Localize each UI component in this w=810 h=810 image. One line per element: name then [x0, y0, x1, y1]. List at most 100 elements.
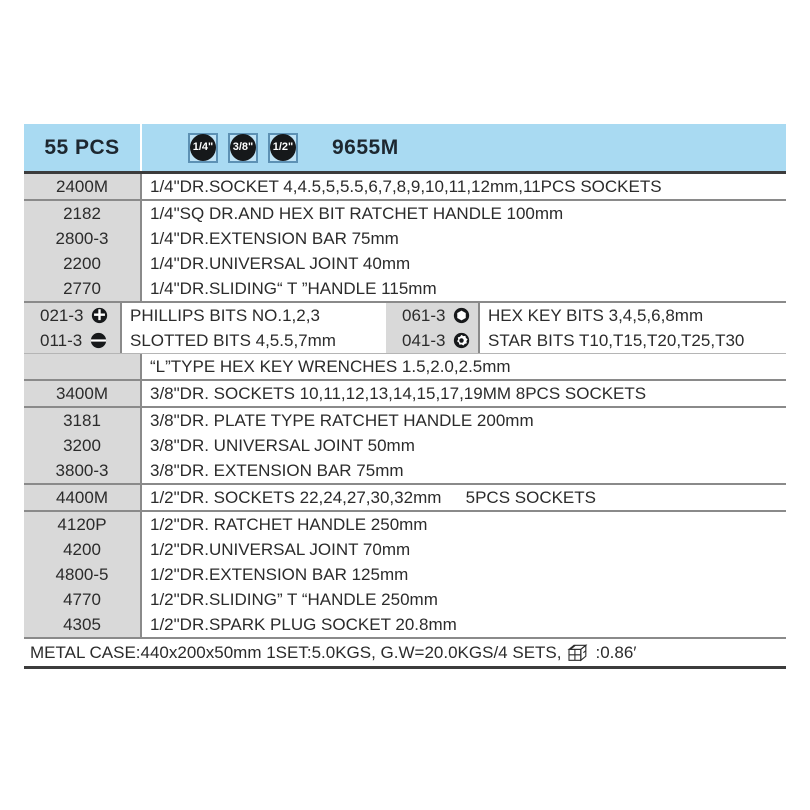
- carton-box-icon: [567, 643, 591, 663]
- rule-under-header: [24, 171, 786, 174]
- row-desc: 1/2"DR.SLIDING” T “HANDLE 250mm: [142, 587, 786, 612]
- column-divider: [140, 587, 142, 612]
- row-code: 2770: [24, 276, 140, 301]
- row-desc: HEX KEY BITS 3,4,5,6,8mm: [480, 303, 786, 328]
- row-code: 4800-5: [24, 562, 140, 587]
- row-code: 4305: [24, 612, 140, 637]
- row-code: [24, 354, 140, 379]
- phillips-bit-icon: [91, 307, 108, 324]
- column-divider: [140, 381, 142, 406]
- row-half-right: 061-3 HEX KEY BITS 3,4,5,6,8mm: [386, 303, 786, 328]
- table-row: 2182 1/4"SQ DR.AND HEX BIT RATCHET HANDL…: [24, 201, 786, 226]
- column-divider: [120, 328, 122, 353]
- hex-bit-icon: [453, 307, 470, 324]
- section-rule: [24, 483, 786, 485]
- column-divider: [140, 201, 142, 226]
- section-three-eighth-sockets: 3400M 3/8"DR. SOCKETS 10,11,12,13,14,15,…: [24, 381, 786, 406]
- table-row: “L”TYPE HEX KEY WRENCHES 1.5,2.0,2.5mm: [24, 354, 786, 379]
- row-half-left: 011-3 SLOTTED BITS 4,5.5,7mm: [24, 328, 386, 353]
- table-row: 4120P 1/2"DR. RATCHET HANDLE 250mm: [24, 512, 786, 537]
- row-code: 4120P: [24, 512, 140, 537]
- row-desc: 3/8"DR. UNIVERSAL JOINT 50mm: [142, 433, 786, 458]
- row-desc: 1/2"DR. RATCHET HANDLE 250mm: [142, 512, 786, 537]
- sheet-header: 55 PCS 1/4" 3/8" 1/2" 9655M: [24, 124, 786, 171]
- slotted-bit-icon: [90, 332, 107, 349]
- drive-1-2-label: 1/2": [270, 134, 296, 161]
- column-divider: [478, 303, 480, 328]
- row-code: 3181: [24, 408, 140, 433]
- row-desc: 3/8"DR. PLATE TYPE RATCHET HANDLE 200mm: [142, 408, 786, 433]
- section-rule: [24, 510, 786, 512]
- column-divider: [140, 433, 142, 458]
- drive-3-8-label: 3/8": [230, 134, 256, 161]
- model-code: 9655M: [332, 135, 399, 159]
- table-row: 3400M 3/8"DR. SOCKETS 10,11,12,13,14,15,…: [24, 381, 786, 406]
- column-divider: [140, 251, 142, 276]
- header-divider: [140, 124, 142, 171]
- column-divider: [140, 354, 142, 379]
- row-code: 2800-3: [24, 226, 140, 251]
- row-code-with-icon: 041-3: [386, 328, 478, 353]
- packaging-text: METAL CASE:440x200x50mm 1SET:5.0KGS, G.W…: [30, 642, 562, 662]
- section-quarter-sockets: 2400M 1/4"DR.SOCKET 4,4.5,5,5.5,6,7,8,9,…: [24, 174, 786, 199]
- packaging-volume: :0.86′: [595, 642, 637, 662]
- row-code: 2200: [24, 251, 140, 276]
- column-divider: [140, 226, 142, 251]
- row-code: 021-3: [40, 305, 84, 325]
- row-desc: SLOTTED BITS 4,5.5,7mm: [122, 328, 386, 353]
- table-row: 4200 1/2"DR.UNIVERSAL JOINT 70mm: [24, 537, 786, 562]
- row-desc: 1/4"DR.SOCKET 4,4.5,5,5.5,6,7,8,9,10,11,…: [142, 174, 786, 199]
- row-desc: 1/2"DR.UNIVERSAL JOINT 70mm: [142, 537, 786, 562]
- row-desc: 1/4"SQ DR.AND HEX BIT RATCHET HANDLE 100…: [142, 201, 786, 226]
- row-desc-text: 1/2"DR. SOCKETS 22,24,27,30,32mm: [150, 487, 442, 507]
- row-code: 4400M: [24, 485, 140, 510]
- section-half-accessories: 4120P 1/2"DR. RATCHET HANDLE 250mm 4200 …: [24, 512, 786, 637]
- section-three-eighth-accessories: 3181 3/8"DR. PLATE TYPE RATCHET HANDLE 2…: [24, 408, 786, 483]
- column-divider: [140, 562, 142, 587]
- row-desc: 1/4"DR.UNIVERSAL JOINT 40mm: [142, 251, 786, 276]
- row-code: 041-3: [402, 330, 446, 350]
- row-code-with-icon: 061-3: [386, 303, 478, 328]
- row-desc: STAR BITS T10,T15,T20,T25,T30: [480, 328, 786, 353]
- row-code: 3800-3: [24, 458, 140, 483]
- column-divider: [478, 328, 480, 353]
- column-divider: [140, 408, 142, 433]
- row-half-right: 041-3 STAR BITS T10,T15,T20,T25,T30: [386, 328, 786, 353]
- column-divider: [140, 537, 142, 562]
- section-bit-sets: 021-3 PHILLIPS BITS NO.1,2,3 061-3: [24, 303, 786, 353]
- drive-3-8-icon: 3/8": [228, 132, 258, 163]
- row-desc: 1/2"DR. SOCKETS 22,24,27,30,32mm 5PCS SO…: [142, 485, 786, 510]
- row-desc: 1/4"DR.SLIDING“ T ”HANDLE 115mm: [142, 276, 786, 301]
- section-rule: [24, 301, 786, 303]
- row-code-with-icon: 021-3: [24, 303, 120, 328]
- row-code: 2400M: [24, 174, 140, 199]
- column-divider: [140, 485, 142, 510]
- column-divider: [120, 303, 122, 328]
- section-rule: [24, 379, 786, 381]
- row-code: 4200: [24, 537, 140, 562]
- section-rule: [24, 353, 786, 354]
- column-divider: [140, 612, 142, 637]
- section-rule: [24, 199, 786, 201]
- row-code: 3400M: [24, 381, 140, 406]
- table-row: 3800-3 3/8"DR. EXTENSION BAR 75mm: [24, 458, 786, 483]
- rule-bottom: [24, 666, 786, 669]
- table-row: 2770 1/4"DR.SLIDING“ T ”HANDLE 115mm: [24, 276, 786, 301]
- row-desc: “L”TYPE HEX KEY WRENCHES 1.5,2.0,2.5mm: [142, 354, 786, 379]
- row-desc: 1/4"DR.EXTENSION BAR 75mm: [142, 226, 786, 251]
- row-code: 3200: [24, 433, 140, 458]
- section-rule: [24, 637, 786, 639]
- row-desc-tail: 5PCS SOCKETS: [465, 487, 596, 507]
- column-divider: [140, 174, 142, 199]
- header-right-group: 1/4" 3/8" 1/2" 9655M: [142, 132, 786, 163]
- row-desc: 1/2"DR.EXTENSION BAR 125mm: [142, 562, 786, 587]
- piece-count-label: 55 PCS: [44, 135, 120, 159]
- star-bit-icon: [453, 332, 470, 349]
- table-row: 021-3 PHILLIPS BITS NO.1,2,3 061-3: [24, 303, 786, 328]
- table-row: 4800-5 1/2"DR.EXTENSION BAR 125mm: [24, 562, 786, 587]
- table-row: 2400M 1/4"DR.SOCKET 4,4.5,5,5.5,6,7,8,9,…: [24, 174, 786, 199]
- column-divider: [140, 276, 142, 301]
- drive-1-4-icon: 1/4": [188, 132, 218, 163]
- row-half-left: 021-3 PHILLIPS BITS NO.1,2,3: [24, 303, 386, 328]
- product-spec-sheet: 55 PCS 1/4" 3/8" 1/2" 9655M 2400M 1/4"DR…: [24, 124, 786, 669]
